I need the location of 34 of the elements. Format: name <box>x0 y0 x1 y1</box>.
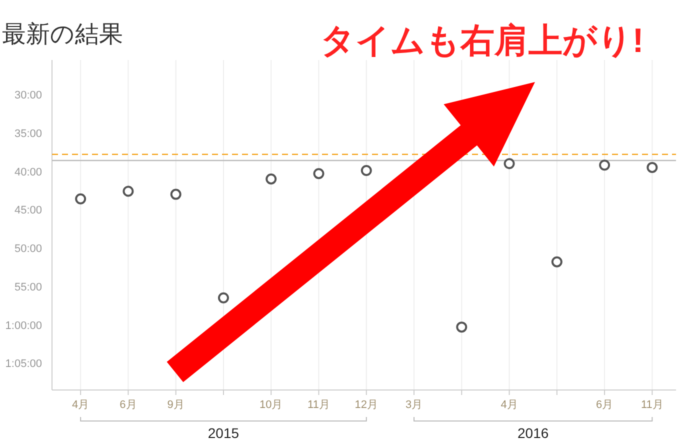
x-tick-label: 10月 <box>259 399 283 411</box>
text: 2016 <box>518 425 549 441</box>
point <box>218 292 229 304</box>
point <box>75 193 86 204</box>
x-tick-label: 9月 <box>167 399 184 411</box>
y-tick-label: 1:00:00 <box>5 320 42 332</box>
y-tick-label: 50:00 <box>14 243 42 256</box>
x-tick-label: 12月 <box>354 399 378 411</box>
y-tick-label: 40:00 <box>14 166 42 178</box>
x-tick-label: 6月 <box>596 399 614 411</box>
point <box>551 256 562 268</box>
x-tick-label: 4月 <box>72 399 90 411</box>
x-tick-label: 4月 <box>500 399 518 411</box>
x-tick-label: 11月 <box>308 399 330 411</box>
y-tick-label: 45:00 <box>14 204 42 217</box>
x-tick-label: 11月 <box>640 399 664 411</box>
point <box>313 168 324 180</box>
y-tick-label: 1:05:00 <box>5 358 42 370</box>
point <box>646 162 658 173</box>
annotation: タイムも右肩上がり! <box>320 22 644 60</box>
point <box>122 186 134 197</box>
x-tick-label: 6月 <box>120 399 137 411</box>
chart-title: 最新の結果 <box>2 21 123 48</box>
text: 2015 <box>208 425 240 441</box>
point <box>504 158 515 170</box>
point <box>599 160 610 171</box>
point <box>456 322 468 333</box>
y-tick-label: 35:00 <box>14 128 42 140</box>
y-tick-label: 55:00 <box>14 281 42 294</box>
point <box>170 188 182 200</box>
point <box>266 173 277 184</box>
point <box>360 165 372 176</box>
y-tick-label: 30:00 <box>14 90 42 102</box>
x-tick-label: 3月 <box>405 399 423 411</box>
